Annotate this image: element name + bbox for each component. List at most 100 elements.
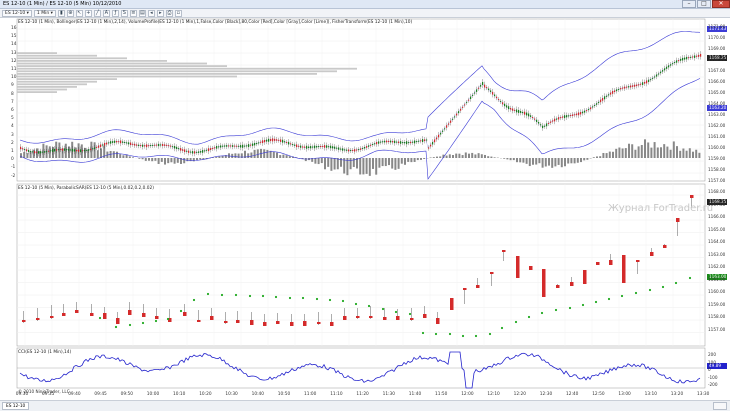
candle-body [254, 142, 256, 146]
candle-body [262, 140, 264, 144]
candle-body [594, 105, 596, 107]
fisher-bar [455, 153, 458, 158]
mid-candle-body [356, 316, 360, 318]
candle-body [654, 76, 656, 78]
bars-icon[interactable]: ▮ [57, 9, 65, 17]
x-axis-label: 11:00 [303, 392, 317, 397]
fisher-bar [199, 158, 202, 160]
fisher-bar [32, 149, 35, 158]
candle-body [120, 140, 122, 144]
top-y-label: 1159.00 [708, 156, 726, 161]
fisher-bar [288, 156, 291, 158]
cci-y-label: 0 [708, 367, 711, 372]
crosshair-icon[interactable]: + [84, 9, 92, 17]
candle-body [578, 112, 580, 116]
candle-body [354, 149, 356, 152]
top-y-label: 1171.00 [708, 24, 726, 29]
candle-body [576, 113, 578, 116]
fisher-bar [26, 153, 29, 158]
candle-body [152, 144, 154, 146]
fisher-bar [196, 158, 198, 161]
fisher-bar [448, 154, 451, 158]
print-icon[interactable]: ⎙ [165, 9, 173, 17]
candle-body [216, 145, 218, 149]
indicators-icon[interactable]: ƒ [111, 9, 119, 17]
top-y-label: 1165.00 [708, 90, 726, 95]
properties-icon[interactable]: ≡ [129, 9, 137, 17]
save-icon[interactable]: ▫ [174, 9, 182, 17]
candle-body [558, 117, 560, 120]
candle-body [434, 139, 436, 143]
candle-body [82, 150, 84, 152]
window-titlebar: ES 12-10 (1 Min) / ES 12-10 (5 Min) 10/1… [0, 0, 730, 9]
fisher-bar [688, 148, 691, 158]
text-icon[interactable]: A [102, 9, 110, 17]
candle-body [534, 118, 536, 120]
candle-body [560, 117, 562, 119]
scroll-left-icon[interactable]: ◂ [147, 9, 155, 17]
sar-dot [220, 293, 224, 297]
candle-body [218, 146, 220, 148]
interval-selector[interactable]: 1 Min ▾ [33, 9, 56, 17]
cci-tag: 49.89 [707, 363, 727, 369]
sar-dot [206, 292, 210, 296]
cursor-icon[interactable]: ↖ [75, 9, 83, 17]
candle-body [278, 139, 280, 141]
zoom-icon[interactable]: ⊕ [66, 9, 74, 17]
x-axis-label: 12:50 [592, 392, 605, 397]
candle-body [340, 148, 342, 150]
x-axis-label: 13:10 [644, 392, 657, 397]
properties-icon-2[interactable]: ▤ [138, 9, 146, 17]
instrument-selector[interactable]: ES 12-10 ▾ [2, 9, 32, 17]
scroll-right-icon[interactable]: ▸ [156, 9, 164, 17]
tab-scroll-button[interactable] [713, 402, 727, 410]
fisher-bar [333, 158, 336, 170]
mid-candle-body [570, 282, 574, 286]
candle-body [158, 143, 160, 147]
draw-line-icon[interactable]: ╱ [93, 9, 101, 17]
candle-body [390, 140, 392, 143]
candle-body [36, 151, 38, 153]
candle-body [636, 84, 638, 87]
candle-body [250, 144, 252, 146]
mid-candle-body [423, 314, 427, 318]
fisher-bar [285, 155, 288, 158]
sar-dot [661, 285, 665, 289]
fisher-bar [125, 154, 128, 158]
maximize-button[interactable]: □ [697, 0, 711, 8]
candle-body [84, 149, 86, 152]
fisher-bar [311, 158, 314, 162]
mid-candle-body [502, 250, 506, 252]
fisher-bar [468, 153, 470, 158]
volume-profile-bar [17, 75, 237, 78]
minimize-button[interactable]: – [682, 0, 696, 8]
instrument-tab[interactable]: ES 12-10 [2, 402, 30, 410]
candle-body [298, 145, 300, 147]
fisher-bar [157, 158, 160, 164]
fisher-bar [336, 158, 339, 170]
fisher-bar [122, 155, 125, 158]
mid-candle-body [463, 288, 467, 290]
fisher-bar [180, 158, 182, 164]
mid-candle-body [22, 320, 26, 322]
candle-body [310, 146, 312, 149]
fisher-bar [471, 152, 474, 158]
fisher-bar [503, 158, 506, 159]
candle-body [630, 85, 632, 88]
fisher-bar [650, 147, 653, 158]
candle-body [230, 145, 232, 147]
fisher-bar [599, 156, 602, 158]
mid-candle-body [224, 321, 228, 323]
mid-candle-body [690, 195, 694, 198]
sar-dot [367, 304, 371, 308]
sar-dot [394, 310, 398, 314]
candle-body [256, 142, 258, 145]
candle-body [142, 144, 144, 147]
fisher-bar [551, 158, 554, 168]
sar-dot [514, 320, 518, 324]
strategy-icon[interactable]: S [120, 9, 128, 17]
fisher-axis-label: 9 [11, 83, 14, 89]
candle-body [282, 139, 284, 143]
fisher-bar [119, 154, 122, 158]
